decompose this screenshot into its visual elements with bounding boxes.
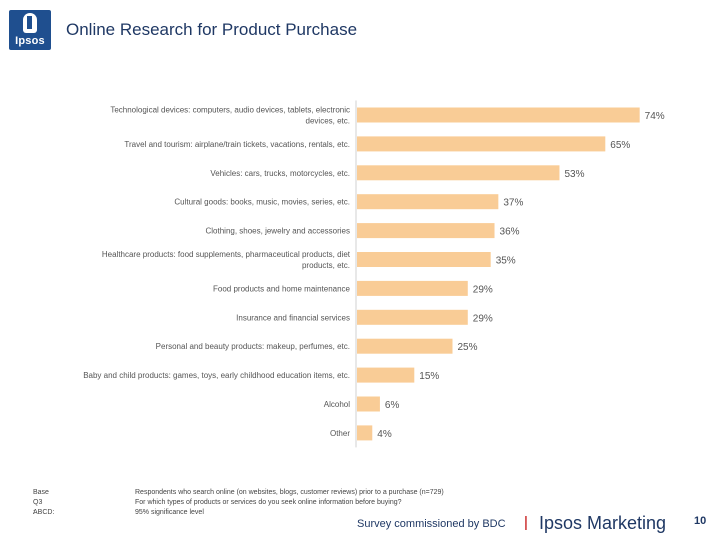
data-label: 6% [385, 400, 400, 411]
bar [357, 309, 468, 325]
data-label: 4% [377, 429, 392, 440]
logo-mark-icon [23, 13, 37, 33]
category-label: devices, etc. [306, 117, 350, 126]
bar [357, 338, 453, 354]
page-title: Online Research for Product Purchase [66, 20, 358, 39]
bar [357, 280, 468, 296]
data-label: 37% [503, 198, 523, 209]
bar-chart: 74% Technological devices: computers, aud… [83, 100, 665, 448]
data-label: 15% [419, 371, 439, 382]
category-label: Baby and child products: games, toys, ea… [83, 371, 350, 380]
data-label: 35% [496, 256, 516, 267]
data-label: 74% [645, 111, 665, 122]
bar [357, 396, 380, 412]
data-label: 25% [458, 342, 478, 353]
data-label: 53% [564, 169, 584, 180]
data-label: 29% [473, 313, 493, 324]
footnote-value: 95% significance level [135, 509, 204, 516]
category-label: Other [330, 429, 350, 438]
category-label: Technological devices: computers, audio … [110, 106, 350, 115]
bar [357, 107, 640, 123]
footnote-value: For which types of products or services … [135, 499, 402, 506]
category-label: Healthcare products: food supplements, p… [102, 250, 351, 259]
data-label: 29% [473, 284, 493, 295]
category-label: products, etc. [302, 261, 350, 270]
footnote-key: Q3 : [33, 499, 43, 516]
footer-separator: | [524, 514, 528, 531]
bar [357, 425, 373, 441]
logo-text: Ipsos [15, 35, 45, 47]
footnote-value: Respondents who search online (on websit… [135, 489, 444, 496]
bar [357, 223, 495, 239]
footnote-key: Base [33, 489, 49, 496]
page-number: 10 [694, 515, 707, 527]
category-label: Vehicles: cars, trucks, motorcycles, etc… [210, 169, 350, 178]
footnote-key: ABCD: [33, 509, 55, 516]
category-label: Alcohol [324, 400, 350, 409]
category-label: Personal and beauty products: makeup, pe… [156, 342, 350, 351]
category-label: Food products and home maintenance [213, 284, 351, 293]
bar [357, 367, 415, 383]
bar [357, 165, 560, 181]
bar [357, 194, 499, 210]
brand-name: Ipsos Marketing [539, 513, 667, 533]
bar [357, 136, 606, 152]
data-label: 65% [610, 140, 630, 151]
commission-note: Survey commissioned by BDC [357, 518, 506, 530]
bar [357, 252, 491, 267]
data-label: 36% [500, 227, 520, 238]
category-label: Insurance and financial services [236, 313, 350, 322]
category-label: Cultural goods: books, music, movies, se… [174, 198, 350, 207]
category-label: Clothing, shoes, jewelry and accessories [205, 227, 350, 236]
ipsos-logo: Ipsos [9, 10, 51, 50]
category-label: Travel and tourism: airplane/train ticke… [124, 140, 350, 149]
